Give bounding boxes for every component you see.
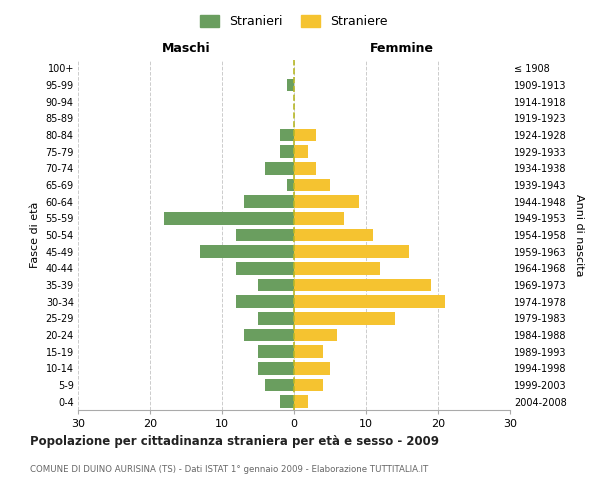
Bar bbox=[294, 162, 316, 174]
Bar bbox=[294, 279, 431, 291]
Bar bbox=[294, 396, 308, 408]
Bar bbox=[294, 229, 373, 241]
Text: Maschi: Maschi bbox=[161, 42, 211, 55]
Bar bbox=[294, 179, 330, 192]
Bar bbox=[280, 146, 294, 158]
Bar bbox=[287, 179, 294, 192]
Bar bbox=[294, 296, 445, 308]
Bar bbox=[258, 346, 294, 358]
Y-axis label: Fasce di età: Fasce di età bbox=[30, 202, 40, 268]
Bar bbox=[294, 312, 395, 324]
Bar bbox=[287, 79, 294, 92]
Bar bbox=[265, 162, 294, 174]
Bar bbox=[294, 212, 344, 224]
Bar bbox=[236, 262, 294, 274]
Bar bbox=[280, 129, 294, 141]
Text: Femmine: Femmine bbox=[370, 42, 434, 55]
Bar bbox=[258, 312, 294, 324]
Bar bbox=[294, 146, 308, 158]
Bar bbox=[294, 129, 316, 141]
Bar bbox=[258, 362, 294, 374]
Bar bbox=[258, 279, 294, 291]
Bar bbox=[200, 246, 294, 258]
Bar bbox=[244, 329, 294, 341]
Text: COMUNE DI DUINO AURISINA (TS) - Dati ISTAT 1° gennaio 2009 - Elaborazione TUTTIT: COMUNE DI DUINO AURISINA (TS) - Dati IST… bbox=[30, 465, 428, 474]
Bar bbox=[236, 229, 294, 241]
Bar bbox=[244, 196, 294, 208]
Bar bbox=[294, 246, 409, 258]
Bar bbox=[265, 379, 294, 391]
Bar bbox=[236, 296, 294, 308]
Bar bbox=[164, 212, 294, 224]
Bar bbox=[280, 396, 294, 408]
Text: Popolazione per cittadinanza straniera per età e sesso - 2009: Popolazione per cittadinanza straniera p… bbox=[30, 435, 439, 448]
Bar bbox=[294, 379, 323, 391]
Legend: Stranieri, Straniere: Stranieri, Straniere bbox=[196, 10, 392, 34]
Bar bbox=[294, 262, 380, 274]
Y-axis label: Anni di nascita: Anni di nascita bbox=[574, 194, 584, 276]
Bar bbox=[294, 196, 359, 208]
Bar bbox=[294, 329, 337, 341]
Bar bbox=[294, 362, 330, 374]
Bar bbox=[294, 346, 323, 358]
